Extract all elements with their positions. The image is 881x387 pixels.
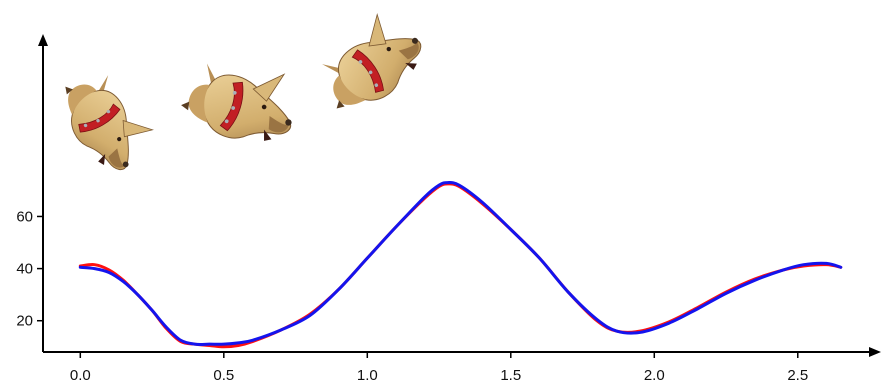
x-tick-label: 1.5 — [500, 367, 521, 384]
x-tick-label: 0.0 — [70, 367, 91, 384]
x-tick-label: 2.5 — [787, 367, 808, 384]
y-tick-label: 60 — [16, 208, 33, 225]
dog-illustration-1 — [54, 60, 163, 182]
series-line-2 — [78, 181, 843, 346]
y-tick-label: 40 — [16, 261, 33, 278]
dog-illustration-2 — [175, 42, 309, 159]
x-tick-label: 1.0 — [357, 367, 378, 384]
x-ticks: 0.0 0.5 1.0 1.5 2.0 2.5 — [70, 352, 808, 384]
y-axis-arrow — [38, 34, 48, 46]
y-ticks: 20 40 60 — [16, 208, 43, 330]
x-tick-label: 0.5 — [213, 367, 234, 384]
dog-illustration-3 — [306, 2, 435, 120]
y-tick-label: 20 — [16, 313, 33, 330]
series-layer — [78, 181, 843, 349]
x-axis-arrow — [869, 347, 881, 357]
series-line-1 — [78, 182, 843, 349]
x-tick-label: 2.0 — [644, 367, 665, 384]
